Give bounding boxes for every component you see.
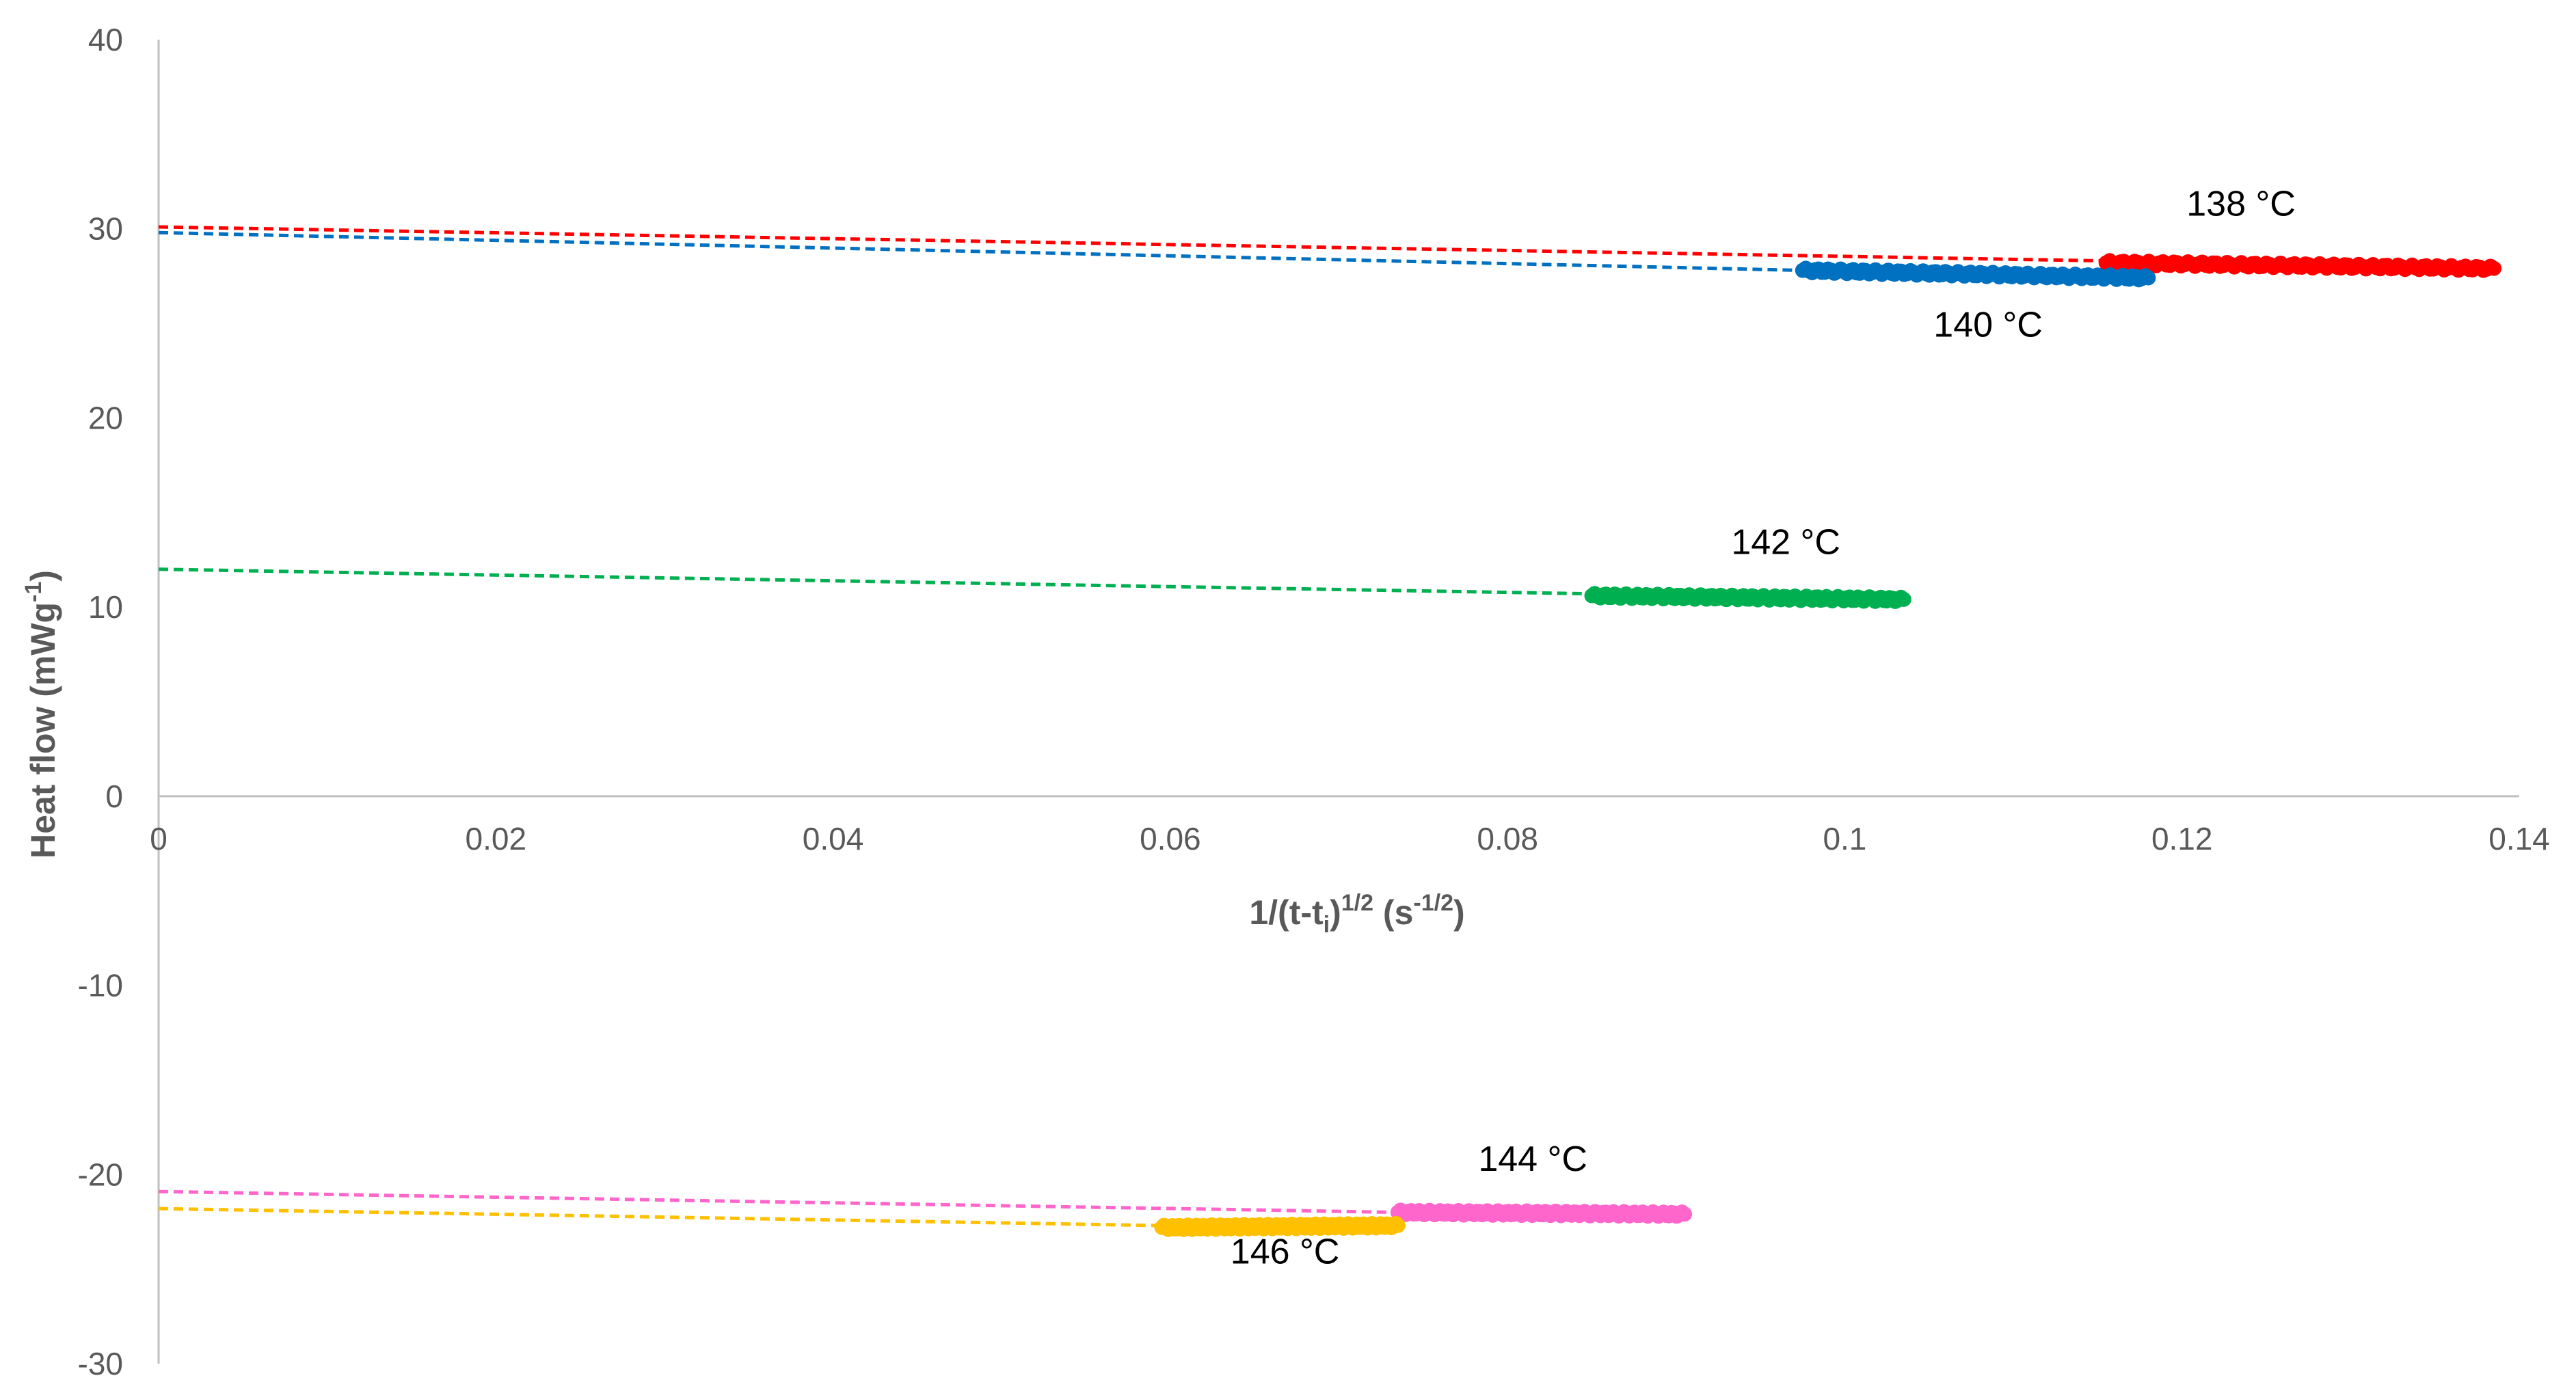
y-tick-label: 40: [88, 22, 123, 57]
axes-layer: -30 -20 -10 0 10 20 30 40 0 0.02 0.04 0.06 0.08 0.1 0.…: [78, 22, 2550, 1381]
x-tick-label: 0.06: [1140, 821, 1201, 856]
y-tick-label: -10: [78, 968, 123, 1003]
x-tick-label: 0.08: [1477, 821, 1538, 856]
x-axis-title: 1/(t-ti)1/2 (s-1/2): [1249, 890, 1464, 938]
series-142-C: [1584, 586, 1911, 609]
y-axis-title: Heat flow (mWg-1): [21, 570, 62, 859]
x-tick-label: 0.12: [2151, 821, 2213, 856]
series-label-138-C: 138 °C: [2186, 184, 2296, 224]
trendline-142-C: [158, 567, 1592, 596]
data-point: [1677, 1206, 1693, 1222]
trendline-layer: [158, 225, 2106, 1228]
trendline-138-C: [158, 225, 2106, 263]
x-tick-label: 0.02: [466, 821, 527, 856]
y-tick-label: 20: [88, 400, 123, 435]
data-point: [2141, 270, 2156, 286]
x-tick-label: 0.04: [803, 821, 864, 856]
data-point: [1390, 1217, 1406, 1233]
trendline-144-C: [158, 1189, 1398, 1215]
y-tick-label: -20: [78, 1157, 123, 1192]
x-tick-label: 0.14: [2488, 821, 2550, 856]
points-layer: [1154, 253, 2502, 1237]
x-tick-label: 0: [150, 821, 167, 856]
trendline-146-C: [158, 1206, 1162, 1228]
trendline-140-C: [158, 230, 1803, 273]
labels-layer: 138 °C 140 °C 142 °C 144 °C 146 °C: [1231, 184, 2296, 1271]
data-point: [2486, 260, 2502, 276]
series-146-C: [1154, 1215, 1406, 1237]
y-tick-label: 0: [105, 779, 123, 814]
series-140-C: [1795, 260, 2156, 288]
x-tick-label: 0.1: [1823, 821, 1866, 856]
series-144-C: [1390, 1202, 1693, 1224]
series-label-146-C: 146 °C: [1231, 1232, 1340, 1271]
series-label-140-C: 140 °C: [1933, 305, 2043, 345]
series-label-142-C: 142 °C: [1731, 523, 1840, 563]
data-point: [1896, 591, 1911, 607]
y-tick-label: 30: [88, 211, 123, 247]
series-138-C: [2098, 253, 2502, 278]
series-label-144-C: 144 °C: [1478, 1139, 1587, 1179]
y-tick-label: -30: [78, 1346, 123, 1381]
y-tick-label: 10: [88, 589, 123, 625]
